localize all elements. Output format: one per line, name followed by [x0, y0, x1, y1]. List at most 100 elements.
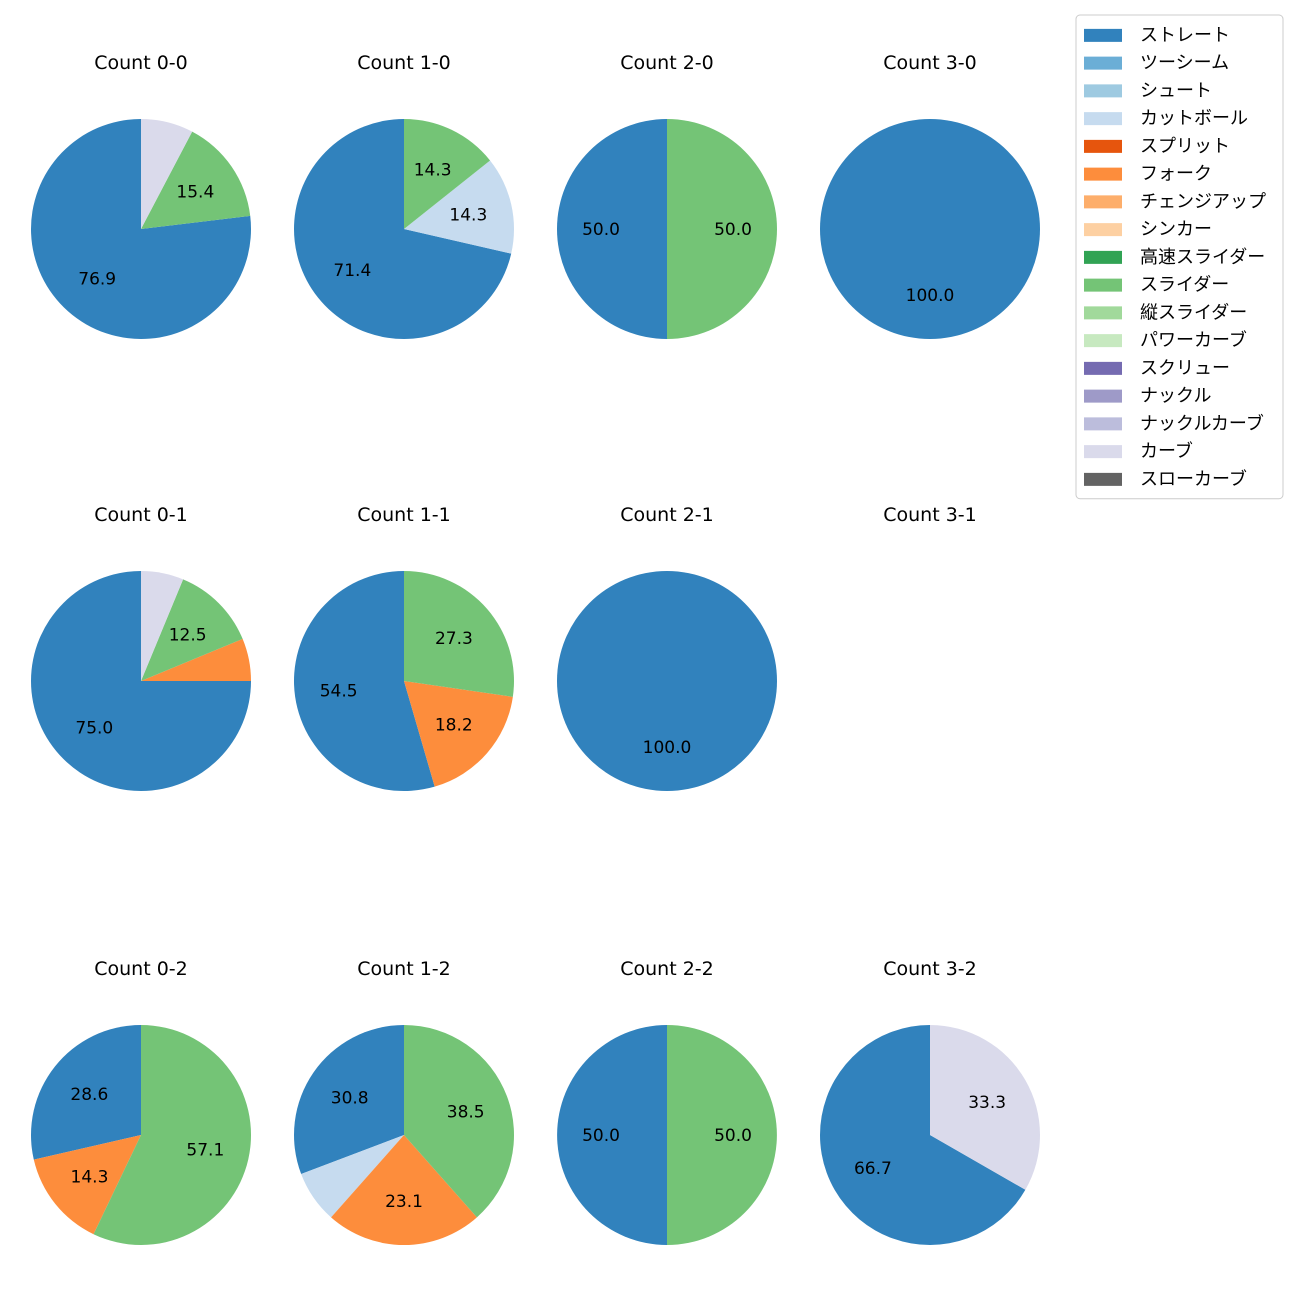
legend-label: 高速スライダー [1140, 247, 1265, 268]
pie-slice [557, 119, 667, 339]
legend-swatch [1084, 445, 1122, 459]
slice-label: 71.4 [333, 261, 371, 281]
pie-title: Count 0-2 [94, 958, 188, 980]
pie-slice [141, 119, 193, 229]
legend-label: カーブ [1140, 440, 1193, 462]
legend-entry: ナックル [1084, 386, 1211, 407]
pie-slice [404, 681, 513, 787]
slice-label: 18.2 [435, 715, 473, 735]
legend-swatch [1084, 139, 1122, 153]
pie-count-3-0: Count 3-0 100.0 [820, 52, 1040, 339]
pie-slice [404, 1025, 515, 1218]
legend-swatch [1084, 361, 1122, 375]
slice-label: 76.9 [78, 269, 116, 289]
legend-entry: パワーカーブ [1084, 329, 1247, 351]
pie-count-1-1: Count 1-1 54.5 18.2 27.3 [293, 504, 514, 791]
pie-count-0-2: Count 0-2 28.6 14.3 57.1 [30, 958, 252, 1246]
pie-count-2-2: Count 2-2 50.0 50.0 [557, 958, 777, 1245]
slice-label: 14.3 [449, 205, 487, 225]
legend-swatch [1084, 278, 1122, 292]
legend-label: カットボール [1140, 108, 1248, 129]
legend-swatch [1084, 306, 1122, 320]
legend-swatch [1084, 223, 1122, 237]
pie-slice [667, 119, 777, 339]
legend-entry: ナックルカーブ [1084, 412, 1264, 434]
legend-frame [1075, 14, 1284, 500]
legend-label: 縦スライダー [1140, 302, 1247, 323]
pie-slice [820, 119, 1040, 339]
legend-entry: カットボール [1084, 108, 1248, 129]
slice-label: 33.3 [968, 1093, 1006, 1113]
legend-entry: チェンジアップ [1084, 191, 1266, 212]
legend-label: ナックル [1140, 386, 1211, 407]
pie-count-3-1: Count 3-1 [883, 504, 977, 526]
pie-title: Count 0-0 [94, 52, 188, 74]
pie-title: Count 3-1 [883, 504, 977, 526]
pie-title: Count 2-2 [620, 958, 714, 980]
slice-label: 57.1 [186, 1141, 224, 1161]
pie-slice [33, 1135, 141, 1235]
legend-label: ストレート [1140, 25, 1230, 46]
pie-slice [141, 131, 251, 229]
slice-label: 66.7 [854, 1159, 892, 1179]
legend-entry: スクリュー [1084, 358, 1230, 379]
pie-slice [404, 119, 491, 229]
legend-entry: ストレート [1084, 25, 1230, 46]
pie-count-0-0: Count 0-0 76.9 15.4 [31, 52, 252, 339]
pie-slice [301, 1135, 404, 1218]
slice-label: 23.1 [385, 1192, 423, 1212]
pie-title: Count 3-2 [883, 958, 977, 980]
legend-entry: シンカー [1084, 219, 1212, 240]
pie-slice [930, 1025, 1041, 1190]
legend-swatch [1084, 389, 1122, 403]
legend-label: パワーカーブ [1140, 329, 1247, 351]
slice-label: 15.4 [176, 183, 214, 203]
legend-entry: スプリット [1084, 136, 1230, 157]
pie-count-0-1: Count 0-1 75.0 12.5 [31, 504, 251, 791]
legend-swatch [1084, 28, 1122, 42]
legend-entry: スローカーブ [1084, 468, 1247, 490]
legend-label: シュート [1140, 80, 1212, 101]
slice-label: 75.0 [75, 719, 113, 739]
slice-label: 12.5 [169, 625, 207, 645]
slice-label: 100.0 [643, 738, 692, 758]
pie-slice [331, 1135, 477, 1246]
legend-label: ツーシーム [1140, 53, 1229, 74]
pie-slice [294, 119, 512, 339]
legend-swatch [1084, 56, 1122, 70]
pie-title: Count 1-0 [357, 52, 451, 74]
slice-label: 28.6 [70, 1085, 108, 1105]
legend-swatch [1084, 417, 1122, 431]
legend: ストレートツーシームシュートカットボールスプリットフォークチェンジアップシンカー… [1075, 14, 1284, 500]
legend-entry: シュート [1084, 80, 1212, 101]
legend-label: スクリュー [1140, 358, 1230, 379]
pie-slice [404, 571, 514, 697]
pie-title: Count 3-0 [883, 52, 977, 74]
pie-count-1-0: Count 1-0 71.4 14.3 14.3 [294, 52, 515, 339]
pie-title: Count 2-0 [620, 52, 714, 74]
pie-slice [667, 1025, 777, 1245]
pie-title: Count 2-1 [620, 504, 714, 526]
pie-slice [294, 1025, 404, 1175]
slice-label: 50.0 [582, 1126, 620, 1146]
legend-label: スローカーブ [1140, 468, 1247, 490]
slice-label: 50.0 [582, 220, 620, 240]
pie-slice [31, 119, 252, 339]
legend-label: フォーク [1140, 164, 1212, 185]
slice-label: 38.5 [447, 1103, 485, 1123]
legend-swatch [1084, 84, 1122, 98]
legend-swatch [1084, 334, 1122, 348]
legend-entry: 縦スライダー [1084, 302, 1247, 323]
legend-label: シンカー [1140, 219, 1212, 240]
pie-slice [557, 1025, 667, 1245]
slice-label: 50.0 [714, 220, 752, 240]
legend-entry: フォーク [1084, 164, 1212, 185]
legend-label: ナックルカーブ [1140, 412, 1264, 434]
pie-slice [557, 571, 777, 791]
legend-label: チェンジアップ [1140, 191, 1266, 212]
slice-label: 14.3 [71, 1167, 109, 1187]
slice-label: 30.8 [331, 1089, 369, 1109]
legend-swatch [1084, 250, 1122, 264]
